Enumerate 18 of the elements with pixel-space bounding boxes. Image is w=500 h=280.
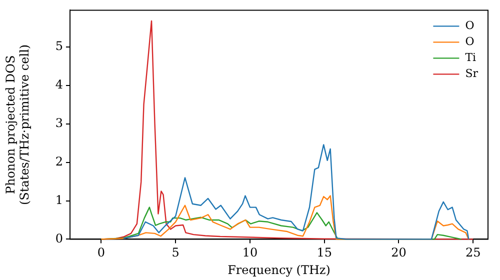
legend-label: O: [465, 19, 474, 32]
legend-label: Ti: [465, 51, 477, 64]
x-tick-label: 0: [97, 246, 106, 260]
x-tick-label: 20: [391, 246, 406, 260]
legend-label: O: [465, 35, 474, 48]
y-tick-label: 4: [55, 78, 64, 92]
x-tick-label: 25: [465, 246, 481, 260]
legend-label: Sr: [465, 67, 479, 80]
y-tick-label: 2: [55, 154, 63, 168]
y-tick-label: 0: [55, 231, 63, 246]
x-tick-label: 5: [172, 246, 180, 260]
x-axis-title: Frequency (THz): [228, 262, 330, 277]
y-tick-label: 1: [55, 192, 63, 207]
x-tick-label: 10: [242, 246, 258, 260]
y-axis-title: Phonon projected DOS (States/THz·primitive cell): [3, 44, 32, 206]
y-tick-label: 5: [55, 39, 63, 54]
x-tick-label: 15: [316, 246, 332, 260]
y-tick-label: 3: [55, 116, 63, 130]
